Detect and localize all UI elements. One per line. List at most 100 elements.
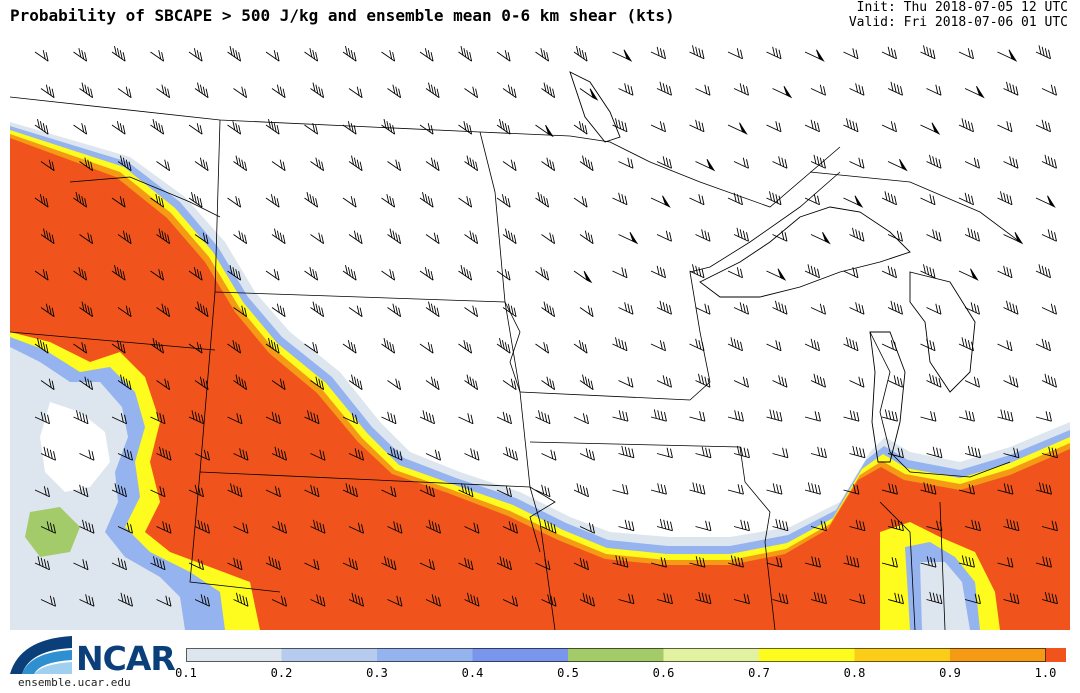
wind-barb (464, 305, 479, 318)
wind-barb (496, 486, 512, 498)
wind-barb (1041, 303, 1057, 315)
wind-barb (618, 376, 634, 388)
wind-barb (387, 84, 402, 99)
wind-barb (227, 121, 242, 135)
wind-barb (964, 157, 980, 169)
colorbar-segment (759, 648, 855, 662)
wind-barb (381, 486, 397, 498)
wind-barb (464, 155, 479, 172)
wind-barb (733, 593, 750, 605)
wind-barb (727, 410, 744, 422)
wind-barb (233, 86, 248, 99)
time-info: Init: Thu 2018-07-05 12 UTC Valid: Fri 2… (849, 0, 1068, 30)
wind-barb (920, 411, 937, 422)
wind-barb (150, 556, 166, 571)
wind-barb (541, 82, 556, 99)
wind-barb (502, 159, 517, 172)
wind-barb (304, 48, 319, 62)
wind-barb (1003, 592, 1020, 605)
wind-barb (650, 483, 667, 495)
wind-barb (342, 483, 358, 498)
wind-barb (689, 482, 706, 495)
canada-border (10, 96, 841, 208)
wind-barb (425, 301, 440, 318)
wind-barb (772, 86, 793, 99)
wind-barb (849, 302, 865, 315)
colorbar-segment (377, 648, 473, 662)
wind-barb (1035, 556, 1052, 568)
wind-barb (342, 196, 357, 208)
wind-barb (310, 157, 325, 172)
wind-barb (695, 159, 716, 172)
wind-barb (458, 340, 473, 354)
cape-west-core (10, 138, 1070, 630)
wind-barb (650, 265, 666, 279)
init-time: Init: Thu 2018-07-05 12 UTC (856, 0, 1068, 15)
wind-barb (425, 232, 440, 245)
wind-barb (804, 119, 820, 133)
wind-barb (111, 340, 126, 354)
wind-barb (881, 265, 897, 279)
wind-barb (425, 376, 440, 391)
wind-barb (804, 264, 820, 279)
wind-barb (73, 267, 88, 281)
wind-barb (843, 118, 859, 133)
wind-barb (695, 591, 712, 605)
wind-barb (233, 592, 249, 607)
wind-barb (804, 411, 821, 422)
wind-barb (458, 196, 473, 208)
wind-barb (849, 157, 865, 169)
wind-barb (689, 411, 706, 422)
wind-barb (804, 338, 820, 352)
wind-barb (348, 448, 364, 461)
wind-barb (348, 522, 364, 534)
wind-barb (502, 228, 517, 245)
wind-barb (111, 483, 127, 498)
wind-barb (843, 337, 859, 352)
wind-barb (79, 449, 95, 461)
wind-barb (612, 410, 629, 422)
wind-barb (958, 555, 975, 568)
wind-barb (573, 196, 588, 208)
wind-barb (233, 230, 248, 245)
wind-barb (920, 45, 936, 60)
wind-barb (156, 521, 172, 534)
wind-barb (887, 375, 903, 388)
wind-barb (887, 518, 904, 532)
wind-barb (111, 413, 127, 425)
wind-barb (733, 227, 749, 242)
wind-barb (766, 191, 782, 206)
wind-barb (117, 592, 133, 607)
wind-barb (618, 232, 639, 245)
wind-barb (419, 123, 434, 135)
wind-barb (502, 303, 517, 318)
wind-barb (849, 227, 865, 242)
ncar-logo[interactable]: NCAR ensemble.ucar.edu (10, 634, 176, 690)
wind-barb (304, 267, 319, 281)
wind-barb (689, 45, 705, 60)
colorbar-segment (568, 648, 664, 662)
wind-barb (387, 595, 403, 607)
colorbar-tick-label: 0.9 (939, 666, 961, 680)
wind-barb (464, 522, 480, 534)
wind-barb (579, 88, 599, 101)
lake-winnipeg (569, 71, 621, 143)
wind-barb (381, 411, 397, 425)
wind-barb (387, 446, 403, 461)
wind-barb (387, 378, 402, 391)
wind-barb (419, 342, 434, 354)
colorbar-segment (854, 648, 950, 662)
wind-barb (419, 559, 435, 571)
wind-barb (958, 337, 974, 352)
colorbar-segment (281, 648, 377, 662)
wind-barb (156, 446, 172, 461)
wind-barb (464, 86, 479, 99)
wind-barb (689, 119, 705, 133)
wind-barb (464, 230, 479, 245)
colorbar-tick-label: 0.1 (175, 666, 197, 680)
wind-barb (843, 484, 860, 495)
wind-barb (804, 194, 820, 206)
wind-barb (425, 449, 441, 461)
wind-barb (843, 410, 860, 422)
wind-barb (612, 267, 628, 279)
